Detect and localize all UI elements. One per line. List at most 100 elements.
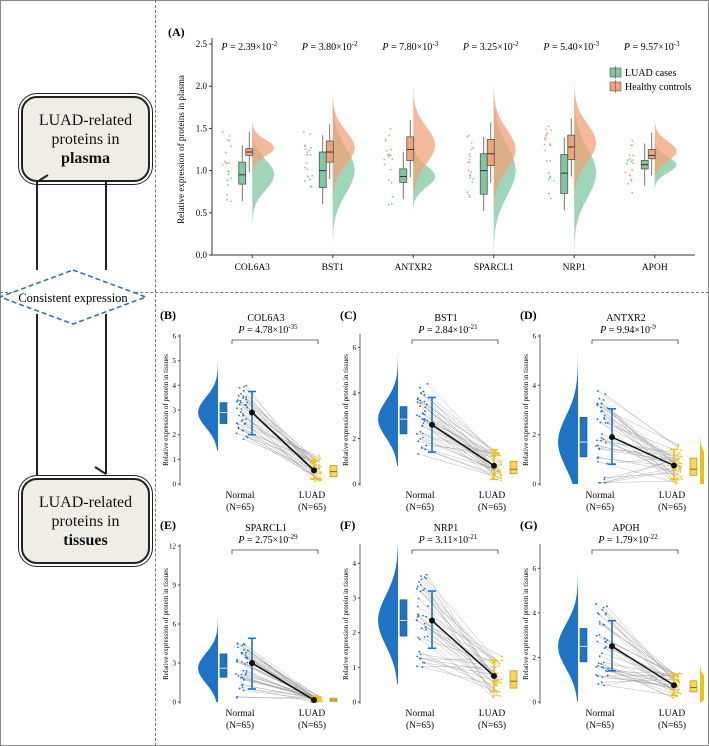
luad-box	[329, 465, 338, 477]
luad-point	[500, 655, 503, 658]
normal-violin	[558, 353, 578, 484]
luad-point	[319, 696, 322, 698]
healthy-violin	[493, 85, 516, 214]
normal-point	[418, 415, 421, 418]
normal-point	[416, 401, 419, 404]
normal-point	[242, 678, 245, 681]
normal-point	[606, 674, 609, 677]
panel-title: ANTXR2	[606, 313, 645, 324]
healthy-violin	[654, 119, 677, 183]
luad-point	[677, 679, 680, 682]
normal-point	[242, 414, 245, 417]
x-n-normal: (N=65)	[586, 502, 614, 513]
significance-bracket	[591, 549, 679, 554]
paired-line	[417, 606, 494, 658]
y-tick-label: 2	[533, 654, 537, 662]
paired-line	[244, 423, 315, 473]
p-value-label: P = 1.79×10-22	[597, 533, 658, 546]
healthy-point	[470, 171, 472, 173]
x-n-luad: (N=65)	[658, 720, 686, 731]
normal-point	[597, 683, 600, 685]
normal-point	[598, 397, 601, 400]
luad-point	[230, 177, 233, 180]
normal-point	[242, 413, 244, 415]
x-label-normal: Normal	[405, 491, 434, 501]
healthy-point	[546, 132, 549, 134]
p-value-label: P = 5.40×10-3	[542, 40, 599, 53]
paired-line	[424, 662, 495, 692]
normal-point	[245, 396, 248, 399]
paired-line	[424, 636, 494, 698]
luad-point	[677, 676, 680, 678]
paired-line	[426, 403, 494, 473]
y-tick-label: 3	[173, 407, 177, 415]
luad-point	[549, 197, 552, 200]
normal-point	[422, 436, 424, 439]
luad-point	[679, 470, 682, 473]
healthy-point	[306, 168, 309, 171]
luad-point	[548, 192, 550, 195]
normal-point	[422, 390, 425, 393]
normal-point	[243, 385, 246, 388]
normal-point	[421, 424, 424, 427]
healthy-point	[228, 161, 231, 164]
luad-point	[494, 452, 497, 455]
luad-point	[548, 143, 551, 146]
healthy-point	[224, 151, 227, 154]
normal-point	[236, 399, 239, 402]
luad-point	[548, 178, 550, 181]
normal-point	[424, 626, 427, 629]
normal-point	[423, 394, 426, 396]
healthy-point	[383, 158, 385, 161]
healthy-point	[303, 145, 306, 148]
normal-point	[423, 413, 426, 416]
paired-line	[236, 422, 320, 457]
y-tick-label: 0	[173, 699, 177, 707]
p-value-label: P = 7.80×10-3	[381, 40, 438, 53]
normal-point	[420, 627, 423, 630]
normal-point	[235, 673, 237, 675]
luad-point	[501, 659, 503, 662]
healthy-point	[470, 148, 473, 151]
luad-mean	[311, 467, 317, 474]
legend-label-luad: LUAD cases	[625, 68, 676, 79]
healthy-point	[545, 134, 548, 136]
paired-line	[603, 662, 679, 678]
diamond-shape	[0, 269, 149, 325]
normal-point	[601, 410, 604, 413]
healthy-point	[384, 138, 387, 141]
panel-label: (B)	[160, 308, 176, 322]
panel-title: COL6A3	[247, 313, 284, 324]
y-tick-label: 0	[353, 481, 357, 489]
y-tick-label: 12	[169, 543, 177, 551]
paired-line	[243, 397, 319, 462]
y-axis-label: Relative expression of protein in tissue…	[162, 354, 170, 466]
normal-point	[236, 658, 239, 661]
normal-point	[599, 421, 602, 424]
paired-line	[421, 628, 497, 685]
normal-point	[247, 649, 249, 652]
normal-mean	[429, 617, 435, 624]
paired-line	[243, 390, 316, 473]
healthy-point	[544, 136, 547, 139]
paired-line	[241, 652, 322, 698]
luad-point	[469, 174, 471, 177]
tissue-box-line1: LUAD-related	[38, 493, 133, 511]
luad-point	[309, 185, 312, 188]
luad-mean	[311, 697, 317, 704]
healthy-point	[545, 160, 548, 162]
normal-point	[606, 670, 609, 673]
normal-point	[245, 656, 248, 659]
luad-point	[497, 682, 500, 684]
luad-point	[392, 196, 394, 198]
paired-line	[420, 431, 501, 476]
paired-line	[422, 667, 498, 686]
luad-point	[500, 463, 503, 466]
normal-point	[238, 414, 240, 417]
luad-box	[689, 680, 698, 693]
y-tick-label: 4	[353, 389, 357, 397]
healthy-point	[468, 158, 471, 161]
luad-point	[678, 465, 681, 467]
normal-point	[419, 386, 421, 389]
